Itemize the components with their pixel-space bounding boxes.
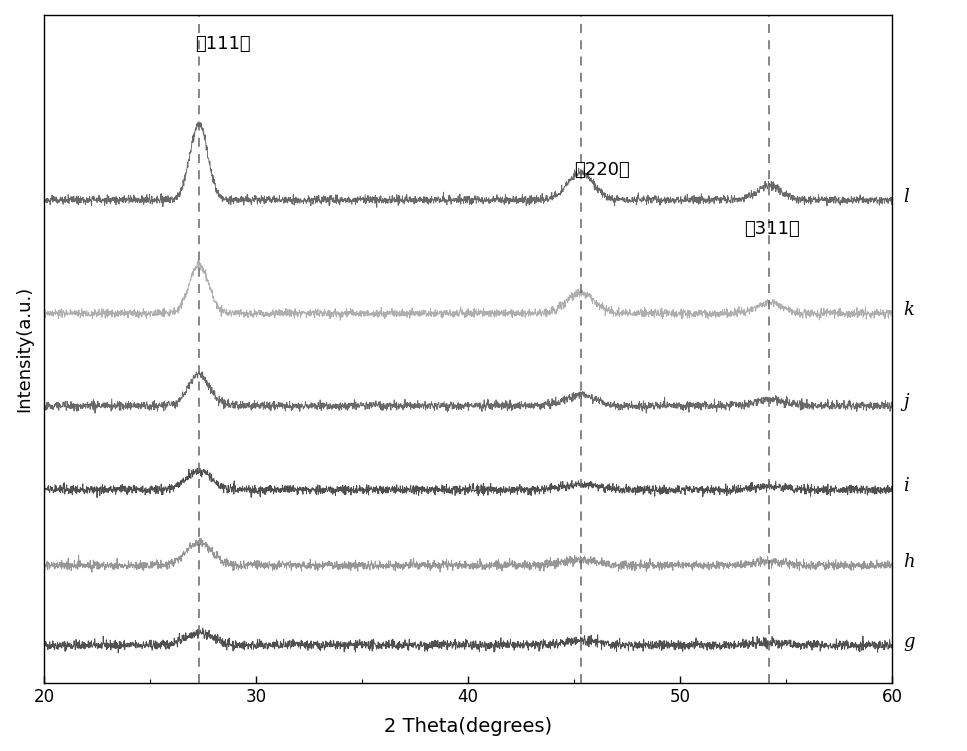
- Y-axis label: Intensity(a.u.): Intensity(a.u.): [15, 286, 33, 412]
- Text: （220）: （220）: [574, 161, 630, 179]
- X-axis label: 2 Theta(degrees): 2 Theta(degrees): [384, 717, 552, 736]
- Text: i: i: [903, 478, 909, 496]
- Text: k: k: [903, 301, 914, 319]
- Text: （111）: （111）: [194, 35, 250, 53]
- Text: j: j: [903, 394, 909, 412]
- Text: h: h: [903, 553, 915, 571]
- Text: g: g: [903, 633, 915, 651]
- Text: l: l: [903, 188, 909, 206]
- Text: （311）: （311）: [744, 220, 800, 237]
